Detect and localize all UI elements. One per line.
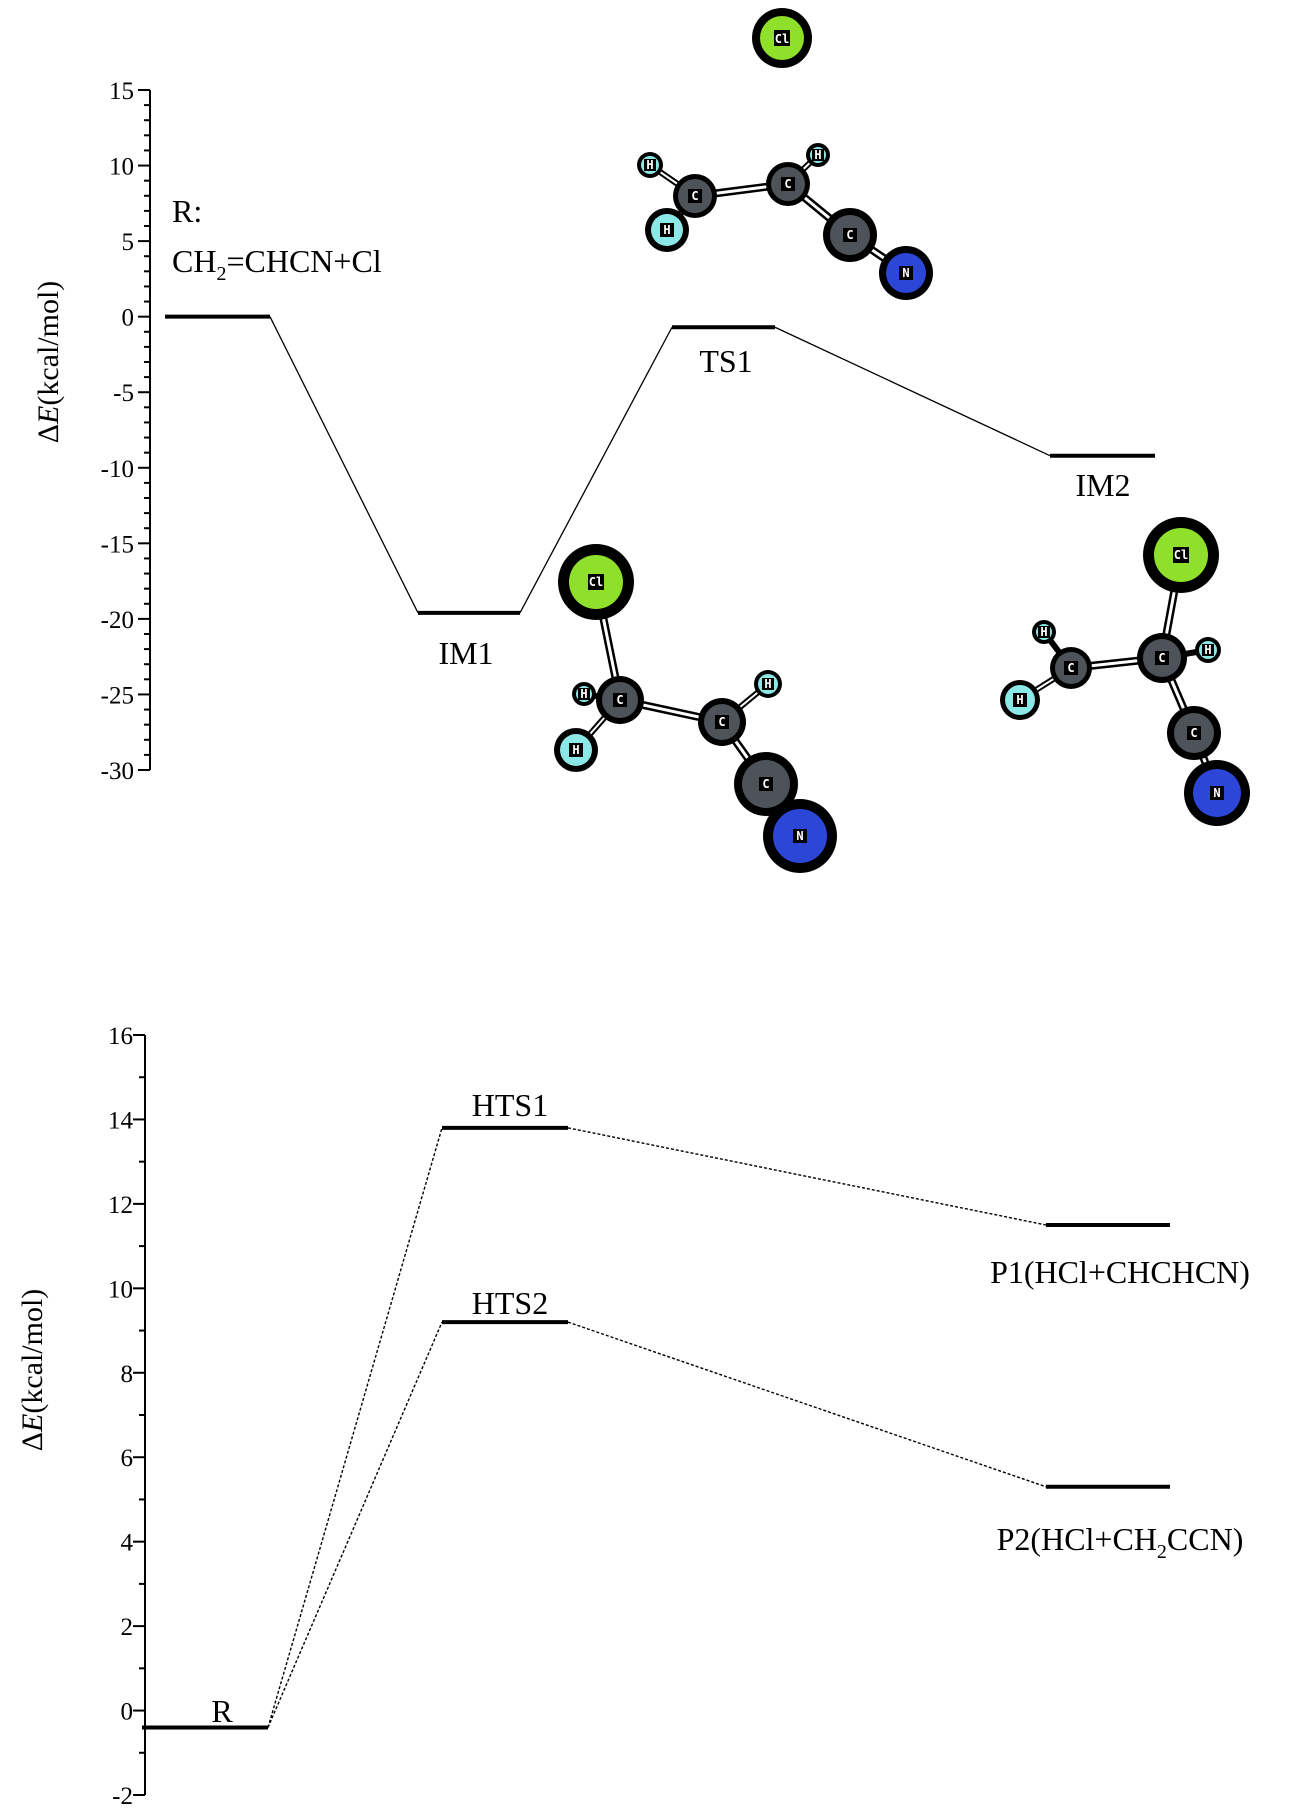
svg-text:C: C	[762, 777, 769, 791]
svg-text:H: H	[1016, 693, 1023, 707]
connector-r-hts1	[267, 1127, 443, 1728]
level-label-im1: IM1	[438, 635, 493, 671]
top-y-axis	[138, 89, 151, 771]
y-tick-label: -5	[113, 380, 134, 407]
svg-text:C: C	[616, 693, 623, 707]
bottom-energy-levels	[142, 1125, 1170, 1730]
bottom-y-tick-labels: 16 14 12 10 8 6 4 2 0 -2	[108, 1023, 134, 1810]
connector-hts2-p2	[567, 1321, 1047, 1488]
svg-text:Cl: Cl	[589, 575, 603, 589]
top-y-tick-labels: 15 10 5 0 -5 -10 -15 -20 -25 -30	[101, 78, 134, 785]
bottom-y-axis-title: ΔE(kcal/mol)	[16, 1289, 49, 1452]
svg-text:H: H	[663, 223, 670, 237]
svg-text:H: H	[1204, 643, 1211, 657]
svg-text:N: N	[1213, 786, 1220, 800]
svg-text:H: H	[1040, 625, 1047, 639]
svg-text:H: H	[572, 743, 579, 757]
svg-text:H: H	[646, 158, 653, 172]
svg-text:H: H	[764, 677, 771, 691]
bottom-y-axis	[133, 1034, 146, 1796]
connector-hts1-p1	[567, 1127, 1047, 1226]
y-tick-label: 0	[122, 305, 135, 332]
y-tick-label: 6	[121, 1445, 134, 1472]
y-tick-label: 12	[108, 1192, 133, 1219]
y-tick-label: 14	[108, 1107, 134, 1134]
y-tick-label: 15	[109, 78, 134, 105]
connector-ts1-im2	[774, 326, 1051, 457]
svg-text:C: C	[691, 189, 698, 203]
reactant-label-line1: R:	[172, 193, 202, 229]
level-label-p2: P2(HCl+CH2CCN)	[997, 1521, 1244, 1563]
svg-text:Cl: Cl	[1174, 548, 1188, 562]
level-label-im2: IM2	[1075, 467, 1130, 503]
bottom-connectors	[267, 1127, 1047, 1728]
connector-r-im1	[269, 316, 419, 614]
y-tick-label: -25	[101, 682, 134, 709]
y-tick-label: -20	[101, 607, 134, 634]
molecule-im2: Cl H H C H C C N	[1000, 517, 1250, 826]
level-label-r: R	[211, 1693, 233, 1729]
svg-text:C: C	[1158, 651, 1165, 665]
svg-text:C: C	[784, 177, 791, 191]
y-tick-label: 10	[108, 1276, 133, 1303]
level-label-p1: P1(HCl+CHCHCN)	[990, 1254, 1250, 1290]
y-tick-label: 10	[109, 154, 134, 181]
svg-text:Cl: Cl	[775, 32, 789, 46]
y-tick-label: 0	[121, 1699, 134, 1726]
y-tick-label: 2	[121, 1614, 134, 1641]
level-label-hts1: HTS1	[472, 1087, 548, 1123]
connector-im1-ts1	[519, 326, 673, 614]
molecule-im1: Cl H C H H C C N	[554, 544, 837, 873]
bottom-energy-profile: 16 14 12 10 8 6 4 2 0 -2 ΔE(kcal/mol) R HTS1 HTS2…	[16, 1023, 1250, 1810]
y-tick-label: -10	[101, 456, 134, 483]
svg-text:C: C	[1190, 726, 1197, 740]
svg-text:H: H	[580, 687, 587, 701]
connector-r-hts2	[267, 1321, 443, 1728]
y-tick-label: 4	[121, 1530, 134, 1557]
top-energy-levels	[165, 314, 1155, 615]
top-y-axis-title: ΔE(kcal/mol)	[32, 281, 65, 444]
svg-text:N: N	[796, 829, 803, 843]
y-tick-label: 5	[122, 229, 135, 256]
level-label-hts2: HTS2	[472, 1285, 548, 1321]
reactant-label-line2: CH2=CHCN+Cl	[172, 243, 382, 285]
y-tick-label: -15	[101, 531, 134, 558]
svg-text:C: C	[718, 715, 725, 729]
svg-text:H: H	[814, 148, 821, 162]
svg-text:C: C	[846, 228, 853, 242]
svg-text:C: C	[1067, 661, 1074, 675]
y-tick-label: -2	[112, 1783, 133, 1810]
y-tick-label: 8	[121, 1361, 134, 1388]
level-label-ts1: TS1	[699, 343, 752, 379]
top-connectors	[269, 316, 1051, 614]
y-tick-label: 16	[108, 1023, 133, 1050]
svg-text:N: N	[902, 266, 909, 280]
molecule-ts1: Cl H H C H C C N	[637, 8, 933, 300]
y-tick-label: -30	[101, 758, 134, 785]
